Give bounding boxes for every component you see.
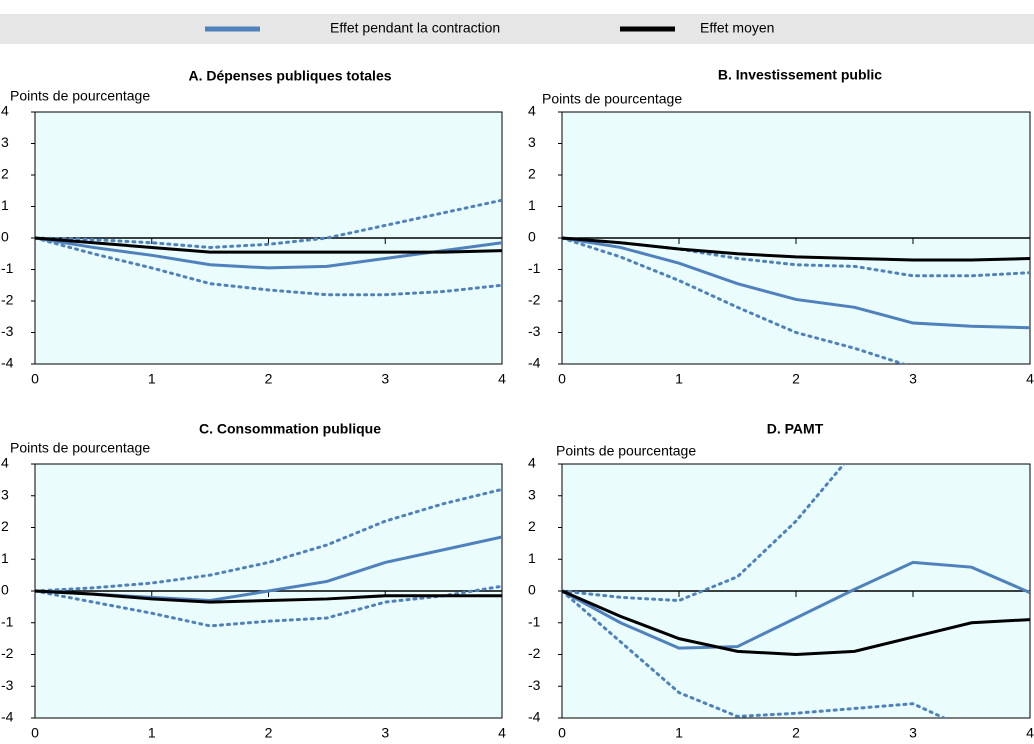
y-tick-label: 0 <box>1 582 9 598</box>
y-tick-label: -1 <box>528 613 541 629</box>
y-tick-label: 2 <box>1 518 9 534</box>
chart: D. PAMT Points de pourcentage -4 -3 -2 -1 0 1 2 3… <box>528 421 1034 741</box>
y-tick-label: 0 <box>1 229 9 245</box>
y-tick-label: -2 <box>1 292 14 308</box>
y-tick-label: -1 <box>528 260 541 276</box>
y-tick-label: 1 <box>528 550 536 566</box>
y-tick-label: -4 <box>1 709 14 725</box>
x-tick-label: 4 <box>1026 371 1034 387</box>
x-tick-label: 3 <box>909 725 917 741</box>
y-tick-label: -2 <box>528 292 541 308</box>
y-tick-label: -3 <box>528 323 541 339</box>
y-tick-label: -4 <box>1 355 14 371</box>
y-tick-label: 2 <box>1 166 9 182</box>
x-tick-label: 2 <box>792 371 800 387</box>
chart-title: D. PAMT <box>767 421 824 437</box>
y-tick-label: 4 <box>528 455 536 471</box>
x-tick-label: 1 <box>675 725 683 741</box>
x-tick-label: 4 <box>498 371 506 387</box>
x-tick-label: 0 <box>31 371 39 387</box>
y-tick-label: 3 <box>528 134 536 150</box>
y-tick-label: 0 <box>528 582 536 598</box>
y-axis-title: Points de pourcentage <box>542 91 682 107</box>
confidence-line <box>562 464 846 603</box>
y-axis-title: Points de pourcentage <box>10 440 150 456</box>
series-line <box>562 560 1030 650</box>
y-tick-label: 1 <box>1 550 9 566</box>
chart-title: A. Dépenses publiques totales <box>188 68 391 84</box>
y-tick-label: 3 <box>1 486 9 502</box>
x-tick-label: 0 <box>31 725 39 741</box>
y-tick-label: -4 <box>528 355 541 371</box>
y-tick-label: 2 <box>528 166 536 182</box>
y-tick-label: 1 <box>1 197 9 213</box>
legend-label: Effet moyen <box>700 20 774 36</box>
y-tick-label: -1 <box>1 260 14 276</box>
confidence-line <box>562 236 909 364</box>
x-tick-label: 2 <box>265 371 273 387</box>
series-line <box>35 589 502 604</box>
x-tick-label: 4 <box>1026 725 1034 741</box>
series-line <box>562 589 1030 657</box>
chart: B. Investissement public Points de pource… <box>528 67 1034 387</box>
y-tick-label: 4 <box>528 103 536 119</box>
confidence-line <box>35 236 502 297</box>
x-tick-label: 2 <box>792 725 800 741</box>
y-tick-label: -2 <box>528 645 541 661</box>
x-tick-label: 4 <box>498 725 506 741</box>
y-tick-label: 4 <box>1 455 9 471</box>
x-tick-label: 1 <box>148 371 156 387</box>
y-tick-label: -3 <box>528 677 541 693</box>
y-axis-title: Points de pourcentage <box>556 443 696 459</box>
series-line <box>562 236 1030 330</box>
y-tick-label: -2 <box>1 645 14 661</box>
x-tick-label: 2 <box>265 725 273 741</box>
y-tick-label: -1 <box>1 613 14 629</box>
x-tick-label: 1 <box>148 725 156 741</box>
series-line <box>562 236 1030 262</box>
x-tick-label: 0 <box>558 725 566 741</box>
x-tick-label: 3 <box>381 725 389 741</box>
y-tick-label: 1 <box>528 197 536 213</box>
y-tick-label: 2 <box>528 518 536 534</box>
confidence-line <box>35 198 502 249</box>
chart-title: B. Investissement public <box>718 67 882 83</box>
chart: C. Consommation publique Points de pource… <box>1 421 506 741</box>
y-axis-title: Points de pourcentage <box>10 88 150 104</box>
confidence-line <box>35 487 502 593</box>
y-tick-label: -3 <box>1 677 14 693</box>
y-tick-label: 4 <box>1 103 9 119</box>
series-line <box>35 236 502 254</box>
x-tick-label: 3 <box>381 371 389 387</box>
y-tick-label: 3 <box>1 134 9 150</box>
y-tick-label: -3 <box>1 323 14 339</box>
x-tick-label: 3 <box>909 371 917 387</box>
legend-label: Effet pendant la contraction <box>330 20 500 36</box>
y-tick-label: -4 <box>528 709 541 725</box>
x-tick-label: 1 <box>675 371 683 387</box>
confidence-line <box>35 584 502 628</box>
x-tick-label: 0 <box>558 371 566 387</box>
y-tick-label: 3 <box>528 486 536 502</box>
legend-bar <box>0 14 1034 44</box>
y-tick-label: 0 <box>528 229 536 245</box>
chart: A. Dépenses publiques totales Points de p… <box>1 68 506 387</box>
chart-title: C. Consommation publique <box>199 421 381 437</box>
